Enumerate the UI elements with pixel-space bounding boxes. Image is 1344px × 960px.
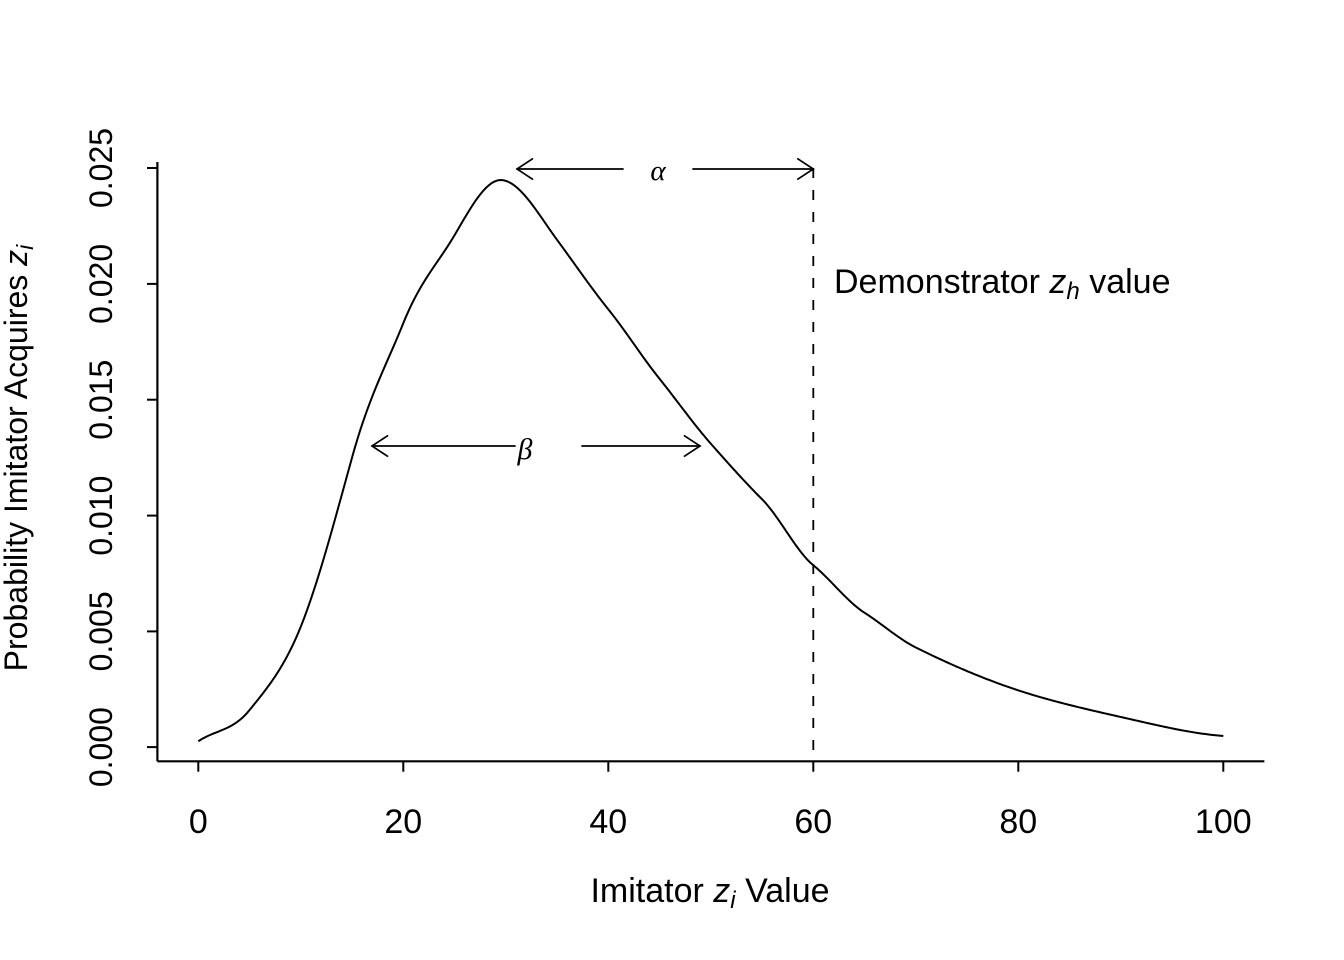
- svg-text:Imitator zi Value: Imitator zi Value: [590, 872, 829, 914]
- svg-text:0.015: 0.015: [83, 360, 119, 440]
- svg-text:Demonstrator zh value: Demonstrator zh value: [834, 263, 1171, 305]
- svg-text:60: 60: [794, 803, 832, 841]
- svg-text:0.005: 0.005: [83, 591, 119, 671]
- svg-text:0: 0: [189, 803, 208, 841]
- svg-text:0.010: 0.010: [83, 476, 119, 556]
- svg-text:20: 20: [384, 803, 422, 841]
- svg-text:0.000: 0.000: [83, 707, 119, 787]
- svg-text:β: β: [517, 433, 533, 466]
- svg-text:Probability Imitator Acquires: Probability Imitator Acquires zi: [0, 244, 38, 672]
- svg-text:0.020: 0.020: [83, 244, 119, 324]
- svg-text:100: 100: [1195, 803, 1252, 841]
- svg-text:80: 80: [999, 803, 1037, 841]
- svg-text:α: α: [650, 155, 666, 187]
- svg-text:0.025: 0.025: [83, 128, 119, 208]
- svg-text:40: 40: [589, 803, 627, 841]
